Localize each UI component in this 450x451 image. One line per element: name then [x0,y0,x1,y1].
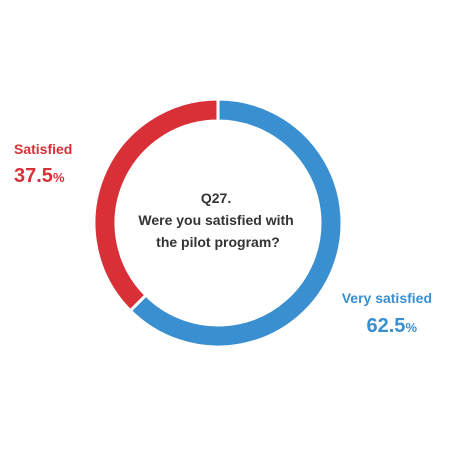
slice-value-number: 37.5 [14,165,53,187]
question-number: Q27. [201,190,231,206]
donut-slices [92,97,344,349]
slice-value-very-satisfied: 62.5% [367,315,418,337]
slice-value-unit: % [53,170,65,185]
slice-value-satisfied: 37.5% [14,165,65,187]
center-question: Q27. Were you satisfied with the pilot p… [138,190,297,250]
slice-value-number: 62.5 [367,315,406,337]
slice-label-very-satisfied: Very satisfied [342,290,432,306]
slice-satisfied [92,97,220,313]
question-line-2: the pilot program? [156,234,280,250]
slice-value-unit: % [405,320,417,335]
slice-label-satisfied: Satisfied [14,141,72,157]
slice-very-satisfied [128,97,344,349]
question-line-1: Were you satisfied with [138,212,293,228]
